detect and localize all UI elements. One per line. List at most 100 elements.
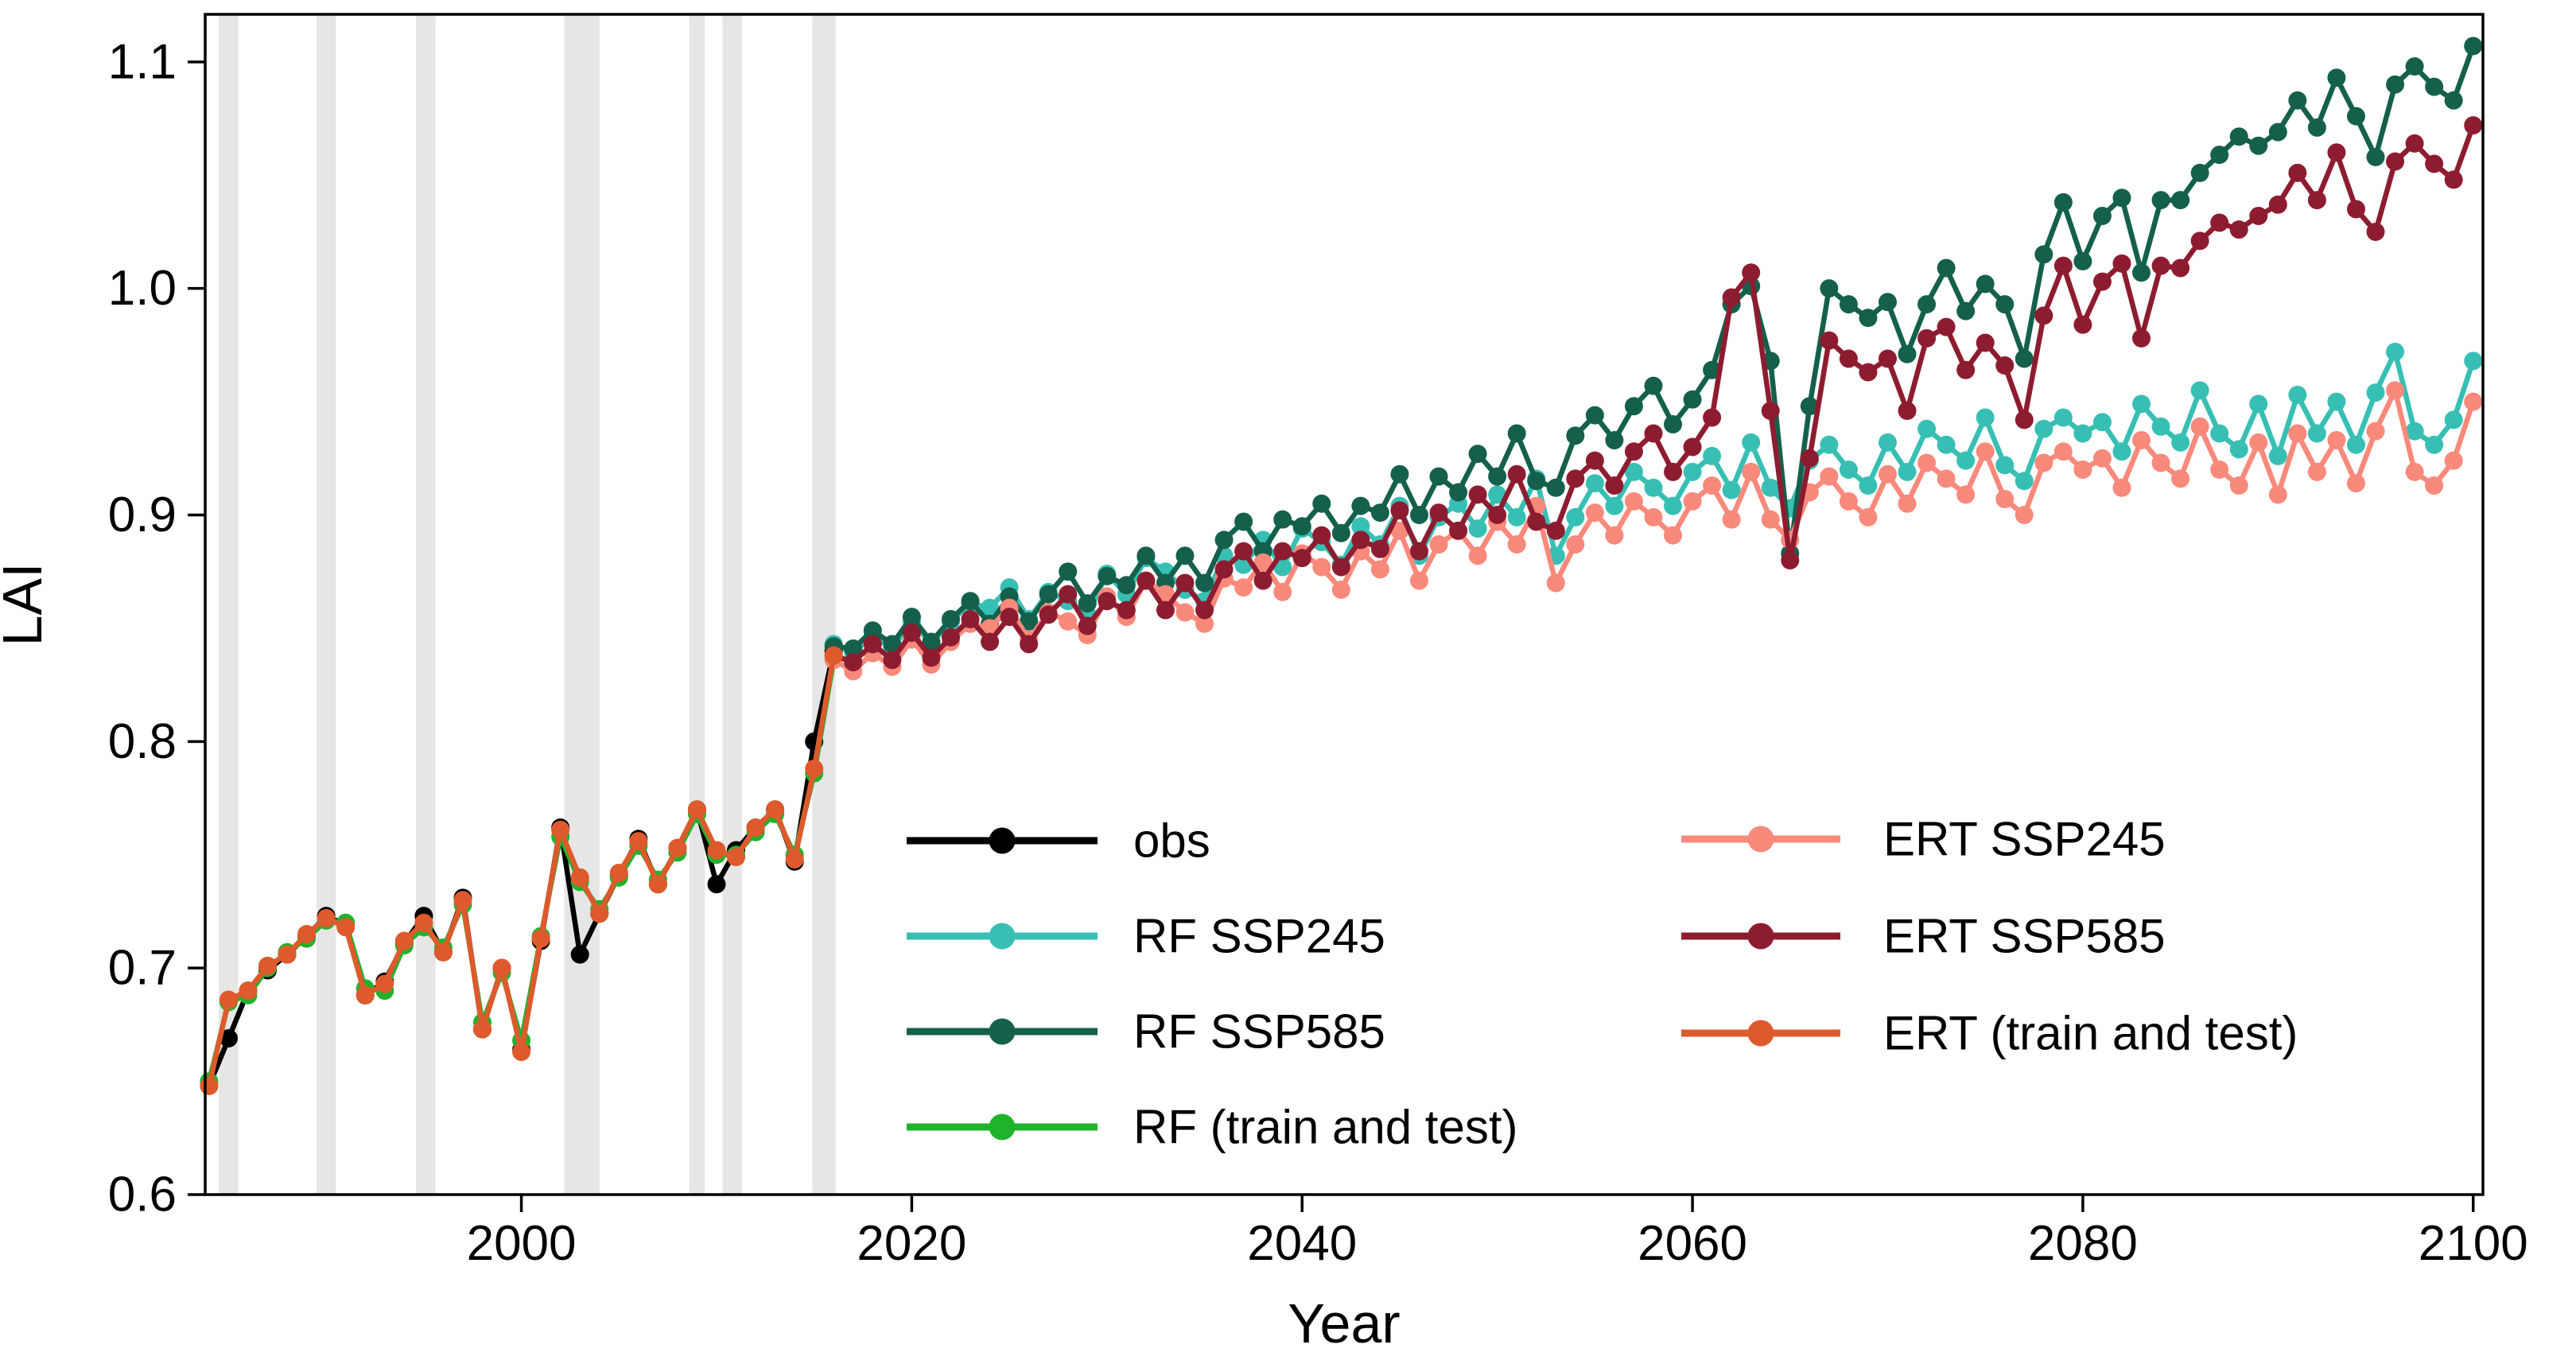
data-point — [1020, 612, 1039, 631]
data-point — [766, 800, 785, 819]
data-point — [2053, 256, 2073, 275]
data-point — [1624, 442, 1643, 461]
data-point — [1409, 542, 1428, 561]
data-point — [1292, 549, 1311, 568]
data-point — [1683, 390, 1702, 409]
legend-item-rf_ssp585: RF SSP585 — [907, 1005, 1385, 1059]
data-point — [2268, 122, 2287, 142]
data-point — [1839, 492, 1858, 511]
data-point — [1273, 582, 1292, 601]
data-point — [2425, 435, 2444, 454]
data-point — [1781, 550, 1800, 569]
data-point — [1878, 464, 1897, 484]
data-point — [1234, 542, 1253, 561]
data-point — [1917, 295, 1937, 314]
data-point — [219, 990, 238, 1009]
data-point — [1859, 309, 1878, 328]
data-point — [2210, 146, 2229, 165]
data-point — [2464, 392, 2483, 411]
data-point — [1839, 349, 1858, 368]
data-point — [922, 632, 941, 651]
data-point — [2405, 462, 2424, 481]
data-point — [1136, 571, 1156, 590]
data-point — [2190, 417, 2209, 436]
data-point — [1488, 485, 1507, 504]
data-point — [1098, 592, 1117, 611]
data-point — [1195, 600, 1214, 620]
data-point — [2386, 342, 2405, 361]
data-point — [1429, 535, 1448, 554]
data-point — [297, 924, 317, 943]
data-point — [2386, 381, 2405, 400]
data-point — [2405, 422, 2424, 441]
data-point — [1175, 603, 1195, 622]
data-point — [1839, 460, 1858, 480]
data-point — [902, 624, 921, 643]
data-point — [1039, 585, 1058, 604]
data-point — [2229, 220, 2248, 239]
data-point — [1312, 558, 1331, 577]
data-point — [2307, 424, 2326, 443]
data-point — [2210, 424, 2229, 443]
legend-label: ERT SSP245 — [1883, 813, 2166, 866]
series-ert_ssp585 — [824, 116, 2483, 672]
data-point — [2464, 116, 2483, 135]
data-point — [1624, 462, 1643, 481]
data-point — [2210, 460, 2229, 480]
data-point — [2151, 453, 2170, 472]
highlight-band — [316, 14, 336, 1195]
data-point — [1605, 496, 1624, 515]
legend-marker — [1747, 826, 1774, 853]
data-point — [2307, 462, 2326, 481]
data-point — [2092, 272, 2112, 291]
data-point — [863, 621, 882, 640]
data-point — [1507, 424, 1526, 443]
data-point — [2346, 474, 2365, 493]
data-point — [1527, 512, 1546, 531]
x-tick-label: 2020 — [857, 1216, 966, 1271]
data-point — [1488, 467, 1507, 486]
data-point — [2092, 413, 2112, 432]
data-point — [1917, 328, 1937, 348]
data-point — [1624, 397, 1643, 416]
legend-label: RF SSP585 — [1133, 1005, 1385, 1059]
data-point — [2132, 328, 2151, 348]
data-point — [1078, 616, 1097, 635]
data-point — [1917, 419, 1937, 438]
data-point — [746, 818, 765, 837]
data-point — [570, 945, 589, 964]
data-point — [2444, 451, 2463, 470]
data-point — [1761, 510, 1780, 529]
legend-item-obs: obs — [907, 814, 1210, 868]
data-point — [1995, 356, 2015, 375]
data-point — [239, 981, 258, 1001]
data-point — [1175, 573, 1195, 593]
highlight-band — [812, 14, 836, 1195]
data-point — [2132, 430, 2151, 449]
data-point — [2171, 191, 2190, 210]
data-point — [2249, 207, 2268, 226]
y-tick-label: 0.6 — [108, 1168, 177, 1222]
data-point — [2171, 469, 2190, 488]
data-point — [1820, 467, 1839, 486]
y-axis-label: LAI — [0, 562, 53, 646]
data-point — [629, 832, 648, 851]
data-point — [1898, 494, 1917, 513]
data-point — [2327, 143, 2346, 162]
data-point — [1059, 562, 1078, 581]
data-point — [1995, 456, 2015, 475]
data-point — [2190, 381, 2209, 400]
highlight-band — [564, 14, 600, 1195]
data-point — [2132, 263, 2151, 282]
data-point — [1585, 406, 1604, 425]
data-point — [2190, 231, 2209, 251]
data-point — [1956, 360, 1976, 379]
data-point — [258, 956, 278, 975]
data-point — [1976, 442, 1995, 461]
data-point — [1156, 600, 1175, 620]
data-point — [2366, 147, 2385, 166]
data-point — [1214, 530, 1234, 550]
data-point — [1468, 445, 1487, 464]
data-point — [1820, 331, 1839, 350]
data-point — [2112, 188, 2131, 208]
